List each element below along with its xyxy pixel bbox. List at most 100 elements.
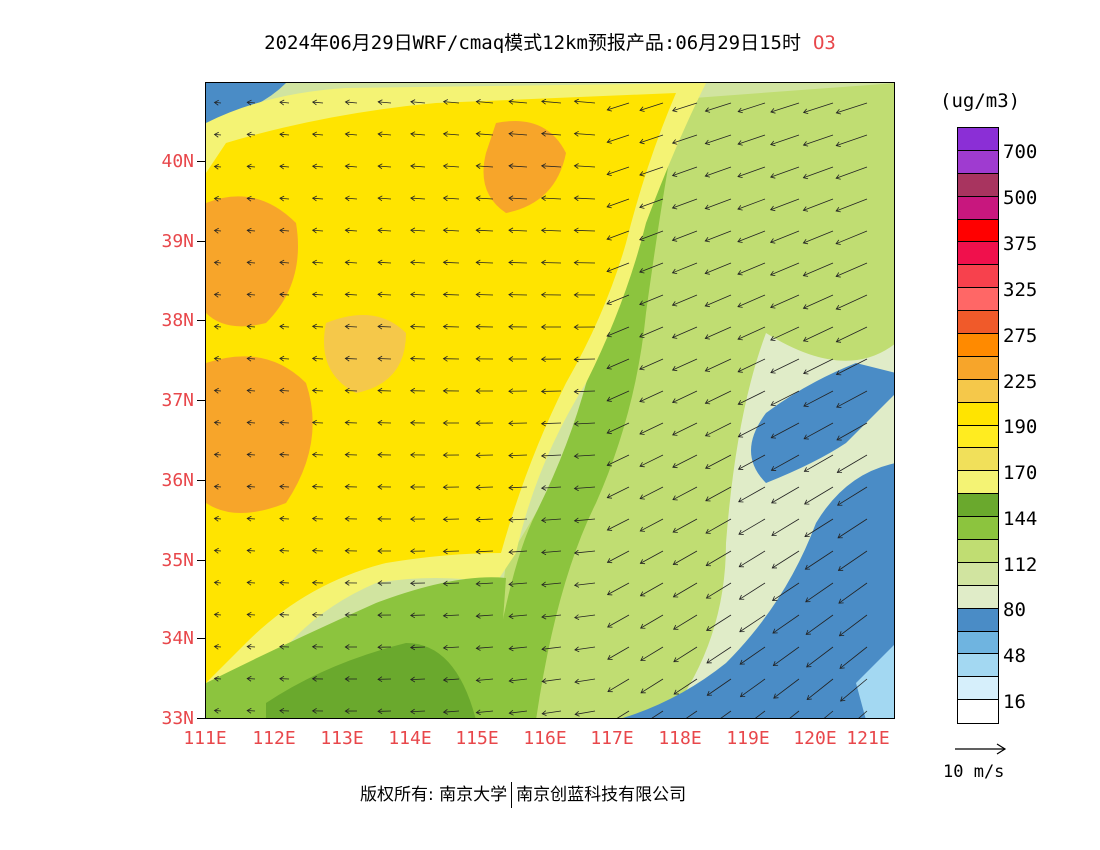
wind-vector: [803, 198, 834, 211]
wind-vector-head: [671, 365, 678, 372]
wind-vector: [574, 165, 596, 168]
wind-vector-head: [805, 629, 811, 635]
colorbar-label: 80: [1003, 599, 1026, 621]
colorbar-swatch: [958, 608, 998, 632]
wind-vector-head: [410, 676, 416, 683]
wind-vector-head: [574, 710, 580, 717]
wind-vector: [755, 710, 766, 718]
colorbar-swatch: [958, 196, 998, 220]
wind-vector-head: [573, 227, 579, 234]
wind-vector-head: [540, 291, 546, 298]
wind-vector-head: [311, 291, 318, 298]
wind-vector: [738, 518, 766, 535]
colorbar-label: 500: [1003, 187, 1038, 209]
wind-vector-head: [311, 99, 318, 106]
colorbar-swatch: [958, 517, 998, 541]
wind-vector: [443, 197, 460, 200]
wind-vector: [575, 710, 596, 715]
wind-vector-head: [475, 388, 481, 394]
wind-vector-head: [606, 590, 613, 596]
wind-vector-head: [541, 678, 547, 684]
species-label: O3: [812, 32, 836, 54]
wind-vector: [443, 165, 460, 168]
wind-vector-head: [671, 268, 678, 275]
wind-vector: [770, 198, 800, 211]
wind-vector: [835, 230, 868, 245]
wind-vector-head: [508, 324, 514, 330]
lon-label: 118E: [658, 728, 702, 749]
wind-vector: [410, 293, 426, 296]
wind-vector-head: [508, 484, 514, 491]
wind-vector-head: [279, 227, 285, 234]
wind-vector-head: [541, 131, 547, 137]
wind-vector-head: [671, 139, 678, 145]
wind-vector-head: [311, 676, 317, 682]
wind-vector: [476, 678, 494, 681]
wind-vector-head: [279, 547, 285, 554]
wind-vector: [279, 261, 290, 264]
wind-vector: [476, 133, 494, 136]
wind-vector: [607, 550, 630, 563]
wind-vector-head: [573, 98, 579, 105]
wind-vector-head: [838, 598, 844, 604]
wind-vector-head: [704, 204, 710, 210]
lon-label: 114E: [388, 728, 432, 749]
wind-vector-head: [606, 461, 612, 467]
wind-vector-head: [574, 614, 580, 620]
wind-vector-head: [442, 195, 448, 202]
wind-vector-head: [508, 581, 514, 587]
wind-vector: [574, 197, 596, 200]
wind-vector-head: [835, 272, 841, 278]
wind-vector-head: [442, 612, 448, 619]
wind-vector: [541, 165, 562, 168]
wind-vector-head: [606, 235, 612, 241]
wind-vector-head: [705, 561, 711, 567]
wind-vector-head: [835, 109, 842, 115]
wind-vector: [574, 422, 596, 425]
wind-vector: [607, 134, 630, 143]
wind-vector-head: [738, 497, 744, 503]
wind-vector-head: [377, 451, 383, 458]
colorbar-swatch: [958, 173, 998, 197]
wind-vector-head: [770, 400, 776, 407]
wind-vector-head: [739, 627, 745, 633]
wind-vector: [214, 262, 222, 264]
wind-vector-head: [639, 138, 645, 145]
wind-vector: [410, 101, 426, 104]
wind-vector-head: [344, 515, 350, 522]
wind-vector-head: [541, 613, 547, 620]
wind-vector: [640, 518, 664, 532]
wind-vector: [247, 614, 256, 616]
wind-vector-head: [475, 677, 481, 683]
wind-vector: [803, 390, 834, 407]
wind-vector-head: [246, 291, 252, 298]
wind-vector-head: [573, 420, 579, 427]
wind-vector-head: [706, 658, 712, 664]
wind-vector-head: [836, 435, 842, 441]
wind-vector-head: [344, 355, 350, 362]
wind-vector-head: [311, 419, 317, 426]
lat-label: 35N: [161, 550, 194, 571]
wind-vector-head: [377, 131, 383, 138]
lon-label: 120E: [793, 728, 837, 749]
wind-vector: [410, 710, 426, 713]
wind-vector: [673, 646, 698, 663]
wind-vector: [616, 710, 630, 718]
wind-vector-head: [344, 131, 350, 138]
wind-vector-head: [475, 195, 481, 202]
wind-vector: [476, 614, 494, 617]
wind-vector-head: [770, 108, 776, 114]
wind-vector-head: [773, 693, 779, 699]
wind-vector: [541, 646, 562, 650]
wind-vector-head: [279, 323, 285, 330]
wind-vector: [606, 198, 630, 208]
wind-vector-head: [410, 227, 416, 234]
wind-vector: [345, 261, 358, 264]
wind-vector-head: [737, 205, 743, 211]
wind-vector: [607, 614, 630, 628]
wind-vector: [345, 229, 358, 232]
wind-vector: [840, 678, 868, 702]
wind-vector: [279, 165, 290, 168]
wind-vector-head: [671, 301, 678, 307]
wind-vector: [508, 197, 528, 200]
